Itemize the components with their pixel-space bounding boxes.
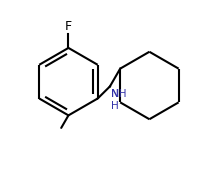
- Text: F: F: [65, 21, 72, 34]
- Text: N: N: [111, 89, 119, 99]
- Text: NH
H: NH H: [111, 89, 126, 111]
